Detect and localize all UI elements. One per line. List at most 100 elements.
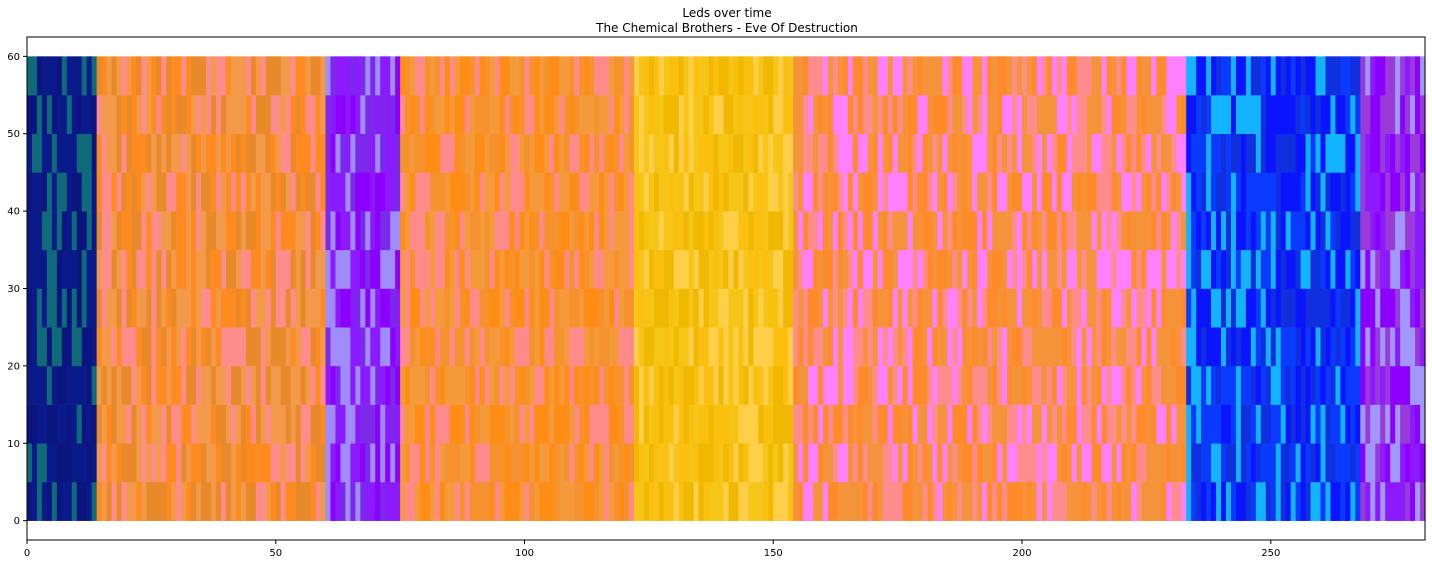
heatmap-cell <box>723 288 730 328</box>
heatmap-cell <box>638 327 645 367</box>
heatmap-cell <box>1325 481 1332 521</box>
heatmap-cell <box>265 211 272 251</box>
heatmap-cell <box>783 172 789 212</box>
heatmap-cell <box>1071 327 1078 367</box>
heatmap-cell <box>425 288 431 328</box>
heatmap-cell <box>400 443 406 483</box>
heatmap-cell <box>673 211 680 251</box>
heatmap-cell <box>1310 56 1317 96</box>
heatmap-cell <box>1285 211 1292 251</box>
heatmap-cell <box>176 133 182 173</box>
heatmap-cell <box>1265 365 1272 405</box>
heatmap-cell <box>977 133 983 173</box>
heatmap-cell <box>46 249 53 289</box>
heatmap-cell <box>1012 133 1018 173</box>
heatmap-cell <box>1275 365 1282 405</box>
heatmap-cell <box>1022 95 1028 135</box>
heatmap-cell <box>285 481 292 521</box>
heatmap-cell <box>1091 56 1098 96</box>
heatmap-cell <box>1096 249 1103 289</box>
heatmap-cell <box>1285 481 1292 521</box>
heatmap-cell <box>1335 95 1342 135</box>
heatmap-cell <box>315 288 322 328</box>
heatmap-cell <box>1295 288 1302 328</box>
heatmap-cell <box>101 481 108 521</box>
heatmap-cell <box>638 365 645 405</box>
heatmap-cell <box>1161 481 1167 521</box>
heatmap-cell <box>628 249 635 289</box>
heatmap-cell <box>425 443 431 483</box>
heatmap-cell <box>255 327 262 367</box>
heatmap-cell <box>410 95 416 135</box>
heatmap-cell <box>539 443 546 483</box>
heatmap-cell <box>972 365 978 405</box>
heatmap-cell <box>1221 443 1227 483</box>
heatmap-cell <box>1245 172 1252 212</box>
heatmap-cell <box>813 443 819 483</box>
heatmap-cell <box>131 443 138 483</box>
heatmap-cell <box>1280 56 1287 96</box>
heatmap-cell <box>420 288 426 328</box>
heatmap-cell <box>81 288 88 328</box>
heatmap-cell <box>539 404 546 444</box>
heatmap-cell <box>395 327 401 367</box>
heatmap-cell <box>872 327 879 367</box>
heatmap-cell <box>1017 327 1023 367</box>
heatmap-cell <box>1270 481 1277 521</box>
heatmap-cell <box>489 327 496 367</box>
heatmap-cell <box>1036 327 1043 367</box>
heatmap-cell <box>226 172 232 212</box>
heatmap-cell <box>1405 288 1411 328</box>
heatmap-cell <box>614 249 620 289</box>
heatmap-cell <box>280 404 287 444</box>
heatmap-cell <box>1300 327 1307 367</box>
heatmap-cell <box>728 404 735 444</box>
heatmap-cell <box>51 443 58 483</box>
heatmap-cell <box>643 249 650 289</box>
heatmap-cell <box>489 443 496 483</box>
heatmap-cell <box>1101 95 1108 135</box>
heatmap-cell <box>1275 249 1282 289</box>
heatmap-cell <box>658 133 665 173</box>
heatmap-cell <box>245 56 252 96</box>
heatmap-cell <box>1345 211 1351 251</box>
heatmap-cell <box>967 481 973 521</box>
heatmap-cell <box>36 443 43 483</box>
heatmap-cell <box>897 288 904 328</box>
heatmap-cell <box>758 365 764 405</box>
heatmap-cell <box>1325 443 1332 483</box>
heatmap-cell <box>131 327 138 367</box>
heatmap-cell <box>937 172 944 212</box>
heatmap-cell <box>1310 288 1317 328</box>
heatmap-cell <box>1395 481 1401 521</box>
heatmap-cell <box>479 95 486 135</box>
heatmap-cell <box>474 133 481 173</box>
heatmap-cell <box>454 481 461 521</box>
heatmap-cell <box>703 172 710 212</box>
heatmap-cell <box>176 211 182 251</box>
heatmap-cell <box>420 211 426 251</box>
heatmap-cell <box>191 288 197 328</box>
heatmap-cell <box>96 481 103 521</box>
heatmap-cell <box>1360 211 1366 251</box>
heatmap-cell <box>584 249 590 289</box>
heatmap-cell <box>1340 404 1346 444</box>
heatmap-cell <box>589 249 595 289</box>
heatmap-cell <box>1235 211 1242 251</box>
heatmap-cell <box>310 365 317 405</box>
heatmap-cell <box>619 95 625 135</box>
heatmap-cell <box>837 327 844 367</box>
heatmap-cell <box>673 443 680 483</box>
heatmap-cell <box>1370 443 1376 483</box>
heatmap-cell <box>1355 211 1361 251</box>
heatmap-cell <box>444 443 451 483</box>
heatmap-cell <box>683 249 690 289</box>
heatmap-cell <box>957 211 963 251</box>
heatmap-cell <box>668 365 675 405</box>
heatmap-cell <box>977 365 983 405</box>
heatmap-cell <box>972 288 978 328</box>
heatmap-cell <box>907 133 914 173</box>
heatmap-cell <box>355 56 361 96</box>
heatmap-cell <box>176 327 182 367</box>
heatmap-cell <box>957 365 963 405</box>
